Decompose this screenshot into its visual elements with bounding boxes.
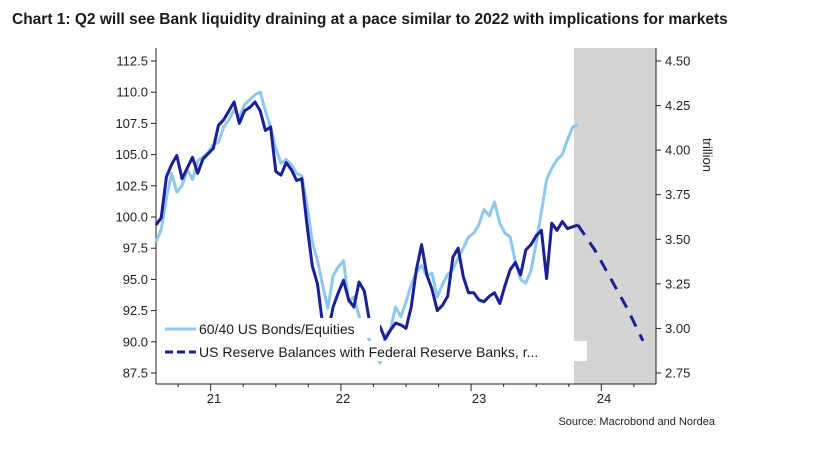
left-tick-label: 97.5 — [123, 241, 148, 256]
left-tick-label: 110.0 — [116, 85, 148, 100]
left-tick-label: 107.5 — [115, 116, 148, 131]
left-tick-label: 90.0 — [123, 334, 148, 349]
right-tick-label: 4.00 — [665, 143, 690, 158]
left-tick-label: 95.0 — [123, 272, 148, 287]
right-tick-label: 3.50 — [665, 232, 690, 247]
right-tick-label: 3.00 — [665, 321, 690, 336]
x-tick-label: 22 — [336, 391, 350, 406]
source-note: Source: Macrobond and Nordea — [558, 416, 715, 428]
legend-entry-background — [162, 318, 380, 338]
x-tick-label: 24 — [597, 391, 611, 406]
reserve-balances-line — [154, 100, 579, 341]
reserve-balances-forecast-dashed-line — [576, 224, 645, 342]
left-tick-label: 100.0 — [115, 210, 148, 225]
x-tick-label: 23 — [472, 391, 486, 406]
left-tick-label: 87.5 — [123, 366, 148, 381]
left-tick-label: 92.5 — [123, 303, 148, 318]
forecast-shaded-region — [573, 48, 656, 384]
right-tick-label: 3.75 — [665, 187, 690, 202]
left-tick-label: 102.5 — [115, 178, 148, 193]
x-tick-label: 21 — [207, 391, 221, 406]
right-tick-label: 2.75 — [665, 366, 690, 381]
legend-label: 60/40 US Bonds/Equities — [199, 321, 355, 337]
legend-label: US Reserve Balances with Federal Reserve… — [199, 344, 538, 360]
legend-entry-background — [162, 341, 587, 361]
left-tick-label: 112.5 — [116, 54, 148, 69]
right-tick-label: 4.25 — [665, 98, 690, 113]
left-tick-label: 105.0 — [115, 147, 148, 162]
right-tick-label: 4.50 — [665, 54, 690, 69]
right-axis-unit-label: trillion — [700, 138, 715, 172]
chart-title: Chart 1: Q2 will see Bank liquidity drai… — [12, 11, 728, 28]
right-tick-label: 3.25 — [665, 276, 690, 291]
